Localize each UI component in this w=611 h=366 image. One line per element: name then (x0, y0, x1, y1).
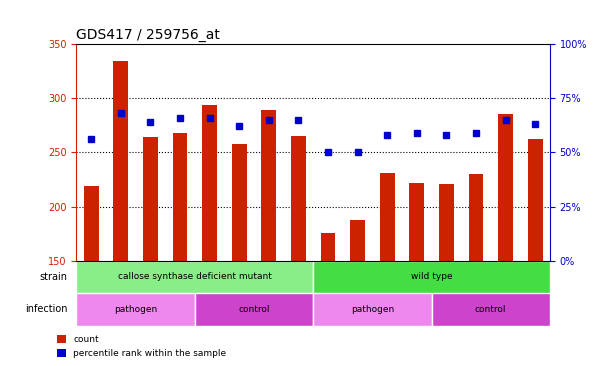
Text: pathogen: pathogen (114, 305, 157, 314)
Text: strain: strain (40, 272, 67, 282)
FancyBboxPatch shape (195, 293, 313, 326)
Bar (202, 105, 217, 261)
Bar (321, 232, 335, 261)
FancyBboxPatch shape (76, 293, 195, 326)
FancyBboxPatch shape (313, 293, 431, 326)
Bar (172, 133, 188, 261)
Text: infection: infection (25, 305, 67, 314)
FancyBboxPatch shape (76, 261, 313, 293)
Text: wild type: wild type (411, 272, 452, 281)
Bar (143, 137, 158, 261)
FancyBboxPatch shape (431, 293, 550, 326)
Bar (291, 136, 306, 261)
FancyBboxPatch shape (313, 261, 550, 293)
Bar (409, 183, 424, 261)
Text: GDS417 / 259756_at: GDS417 / 259756_at (76, 27, 220, 41)
Bar (528, 139, 543, 261)
Legend: count, percentile rank within the sample: count, percentile rank within the sample (53, 332, 230, 362)
Bar (262, 110, 276, 261)
Text: control: control (238, 305, 269, 314)
Bar (498, 115, 513, 261)
Bar (84, 186, 98, 261)
Bar (379, 173, 395, 261)
Text: callose synthase deficient mutant: callose synthase deficient mutant (118, 272, 272, 281)
Bar (350, 220, 365, 261)
Bar (469, 174, 483, 261)
Text: control: control (475, 305, 507, 314)
Bar (232, 143, 247, 261)
Bar (439, 184, 454, 261)
Text: pathogen: pathogen (351, 305, 394, 314)
Bar (114, 61, 128, 261)
